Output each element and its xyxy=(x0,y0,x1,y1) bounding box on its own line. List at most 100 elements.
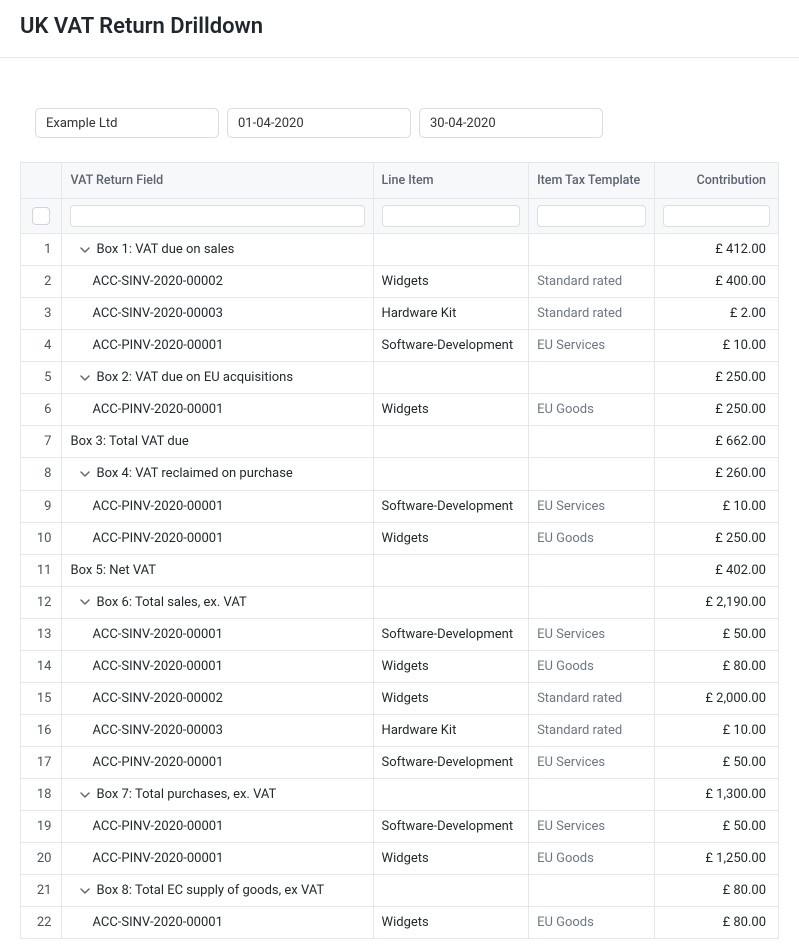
select-all-checkbox[interactable] xyxy=(32,207,50,225)
tax-template-cell[interactable]: EU Services xyxy=(529,811,654,843)
row-number: 20 xyxy=(21,843,62,875)
table-row[interactable]: 4ACC-PINV-2020-00001Software-Development… xyxy=(21,330,779,362)
table-row[interactable]: 7Box 3: Total VAT due£ 662.00 xyxy=(21,426,779,458)
col-header-line-item[interactable]: Line Item xyxy=(373,163,529,199)
vat-return-field-cell: Box 6: Total sales, ex. VAT xyxy=(62,586,373,618)
chevron-down-icon[interactable] xyxy=(80,245,92,255)
table-row[interactable]: 22ACC-SINV-2020-00001WidgetsEU Goods£ 80… xyxy=(21,907,779,939)
contribution-cell: £ 412.00 xyxy=(654,234,778,266)
col-header-contribution[interactable]: Contribution xyxy=(654,163,778,199)
table-row[interactable]: 21Box 8: Total EC supply of goods, ex VA… xyxy=(21,875,779,907)
line-item-cell: Widgets xyxy=(373,907,529,939)
tax-template-cell[interactable]: EU Goods xyxy=(529,650,654,682)
table-row[interactable]: 11Box 5: Net VAT£ 402.00 xyxy=(21,554,779,586)
contribution-cell: £ 10.00 xyxy=(654,490,778,522)
col-header-tax-template[interactable]: Item Tax Template xyxy=(529,163,654,199)
row-number: 6 xyxy=(21,394,62,426)
table-row[interactable]: 20ACC-PINV-2020-00001WidgetsEU Goods£ 1,… xyxy=(21,843,779,875)
table-row[interactable]: 14ACC-SINV-2020-00001WidgetsEU Goods£ 80… xyxy=(21,650,779,682)
tax-template-column-filter[interactable] xyxy=(537,205,645,227)
table-row[interactable]: 16ACC-SINV-2020-00003Hardware KitStandar… xyxy=(21,714,779,746)
vat-return-field-text: ACC-SINV-2020-00002 xyxy=(92,274,222,289)
chevron-down-icon[interactable] xyxy=(80,597,92,607)
page-header: UK VAT Return Drilldown xyxy=(0,0,799,58)
chevron-down-icon[interactable] xyxy=(80,373,92,383)
contribution-cell: £ 250.00 xyxy=(654,362,778,394)
tax-template-cell xyxy=(529,779,654,811)
table-row[interactable]: 8Box 4: VAT reclaimed on purchase£ 260.0… xyxy=(21,458,779,490)
line-item-cell: Software-Development xyxy=(373,618,529,650)
column-filter-row xyxy=(21,199,779,234)
row-number: 10 xyxy=(21,522,62,554)
vat-return-field-cell: Box 1: VAT due on sales xyxy=(62,234,373,266)
table-row[interactable]: 12Box 6: Total sales, ex. VAT£ 2,190.00 xyxy=(21,586,779,618)
tax-template-cell[interactable]: EU Services xyxy=(529,747,654,779)
table-row[interactable]: 2ACC-SINV-2020-00002WidgetsStandard rate… xyxy=(21,266,779,298)
table-row[interactable]: 6ACC-PINV-2020-00001WidgetsEU Goods£ 250… xyxy=(21,394,779,426)
vat-return-field-cell: ACC-SINV-2020-00003 xyxy=(62,298,373,330)
table-row[interactable]: 3ACC-SINV-2020-00003Hardware KitStandard… xyxy=(21,298,779,330)
company-filter-input[interactable] xyxy=(35,108,219,138)
tax-template-cell[interactable]: Standard rated xyxy=(529,266,654,298)
contribution-column-filter[interactable] xyxy=(663,205,770,227)
field-column-filter[interactable] xyxy=(70,205,364,227)
vat-return-field-text: Box 2: VAT due on EU acquisitions xyxy=(96,370,293,385)
tax-template-cell[interactable]: Standard rated xyxy=(529,682,654,714)
chevron-down-icon[interactable] xyxy=(80,790,92,800)
contribution-cell: £ 250.00 xyxy=(654,394,778,426)
tax-template-cell[interactable]: EU Services xyxy=(529,490,654,522)
vat-return-field-text: ACC-PINV-2020-00001 xyxy=(92,851,223,866)
row-number: 16 xyxy=(21,714,62,746)
contribution-cell: £ 662.00 xyxy=(654,426,778,458)
to-date-input[interactable] xyxy=(419,108,603,138)
table-row[interactable]: 18Box 7: Total purchases, ex. VAT£ 1,300… xyxy=(21,779,779,811)
row-number: 5 xyxy=(21,362,62,394)
col-header-field[interactable]: VAT Return Field xyxy=(62,163,373,199)
tax-template-cell[interactable]: EU Goods xyxy=(529,843,654,875)
row-number: 14 xyxy=(21,650,62,682)
row-number: 19 xyxy=(21,811,62,843)
contribution-cell: £ 250.00 xyxy=(654,522,778,554)
tax-template-cell[interactable]: Standard rated xyxy=(529,714,654,746)
tax-template-cell[interactable]: Standard rated xyxy=(529,298,654,330)
vat-return-field-cell: Box 2: VAT due on EU acquisitions xyxy=(62,362,373,394)
contribution-cell: £ 2.00 xyxy=(654,298,778,330)
contribution-cell: £ 50.00 xyxy=(654,747,778,779)
contribution-cell: £ 10.00 xyxy=(654,330,778,362)
table-row[interactable]: 17ACC-PINV-2020-00001Software-Developmen… xyxy=(21,747,779,779)
line-item-cell xyxy=(373,586,529,618)
row-number: 9 xyxy=(21,490,62,522)
vat-return-field-cell: ACC-PINV-2020-00001 xyxy=(62,522,373,554)
row-number: 4 xyxy=(21,330,62,362)
tax-template-cell[interactable]: EU Goods xyxy=(529,394,654,426)
tax-template-cell[interactable]: EU Goods xyxy=(529,522,654,554)
line-item-cell: Widgets xyxy=(373,843,529,875)
line-item-column-filter[interactable] xyxy=(382,205,521,227)
tax-template-cell[interactable]: EU Services xyxy=(529,330,654,362)
contribution-cell: £ 80.00 xyxy=(654,907,778,939)
table-row[interactable]: 13ACC-SINV-2020-00001Software-Developmen… xyxy=(21,618,779,650)
col-header-number[interactable] xyxy=(21,163,62,199)
line-item-cell: Software-Development xyxy=(373,811,529,843)
chevron-down-icon[interactable] xyxy=(80,886,92,896)
vat-return-field-cell: ACC-SINV-2020-00001 xyxy=(62,618,373,650)
vat-return-field-cell: ACC-SINV-2020-00001 xyxy=(62,650,373,682)
tax-template-cell[interactable]: EU Services xyxy=(529,618,654,650)
table-row[interactable]: 5 Box 2: VAT due on EU acquisitions £ 250.… xyxy=(21,362,779,394)
vat-return-field-text: ACC-PINV-2020-00001 xyxy=(92,531,223,546)
table-row[interactable]: 19ACC-PINV-2020-00001Software-Developmen… xyxy=(21,811,779,843)
line-item-cell xyxy=(373,875,529,907)
chevron-down-icon[interactable] xyxy=(80,469,92,479)
tax-template-cell xyxy=(529,362,654,394)
table-row[interactable]: 15ACC-SINV-2020-00002WidgetsStandard rat… xyxy=(21,682,779,714)
row-number: 17 xyxy=(21,747,62,779)
table-row[interactable]: 9ACC-PINV-2020-00001Software-Development… xyxy=(21,490,779,522)
line-item-cell: Widgets xyxy=(373,266,529,298)
tax-template-cell[interactable]: EU Goods xyxy=(529,907,654,939)
from-date-input[interactable] xyxy=(227,108,411,138)
vat-return-field-cell: ACC-PINV-2020-00001 xyxy=(62,811,373,843)
vat-return-field-cell: Box 3: Total VAT due xyxy=(62,426,373,458)
table-row[interactable]: 10ACC-PINV-2020-00001WidgetsEU Goods£ 25… xyxy=(21,522,779,554)
contribution-cell: £ 2,190.00 xyxy=(654,586,778,618)
table-row[interactable]: 1Box 1: VAT due on sales£ 412.00 xyxy=(21,234,779,266)
